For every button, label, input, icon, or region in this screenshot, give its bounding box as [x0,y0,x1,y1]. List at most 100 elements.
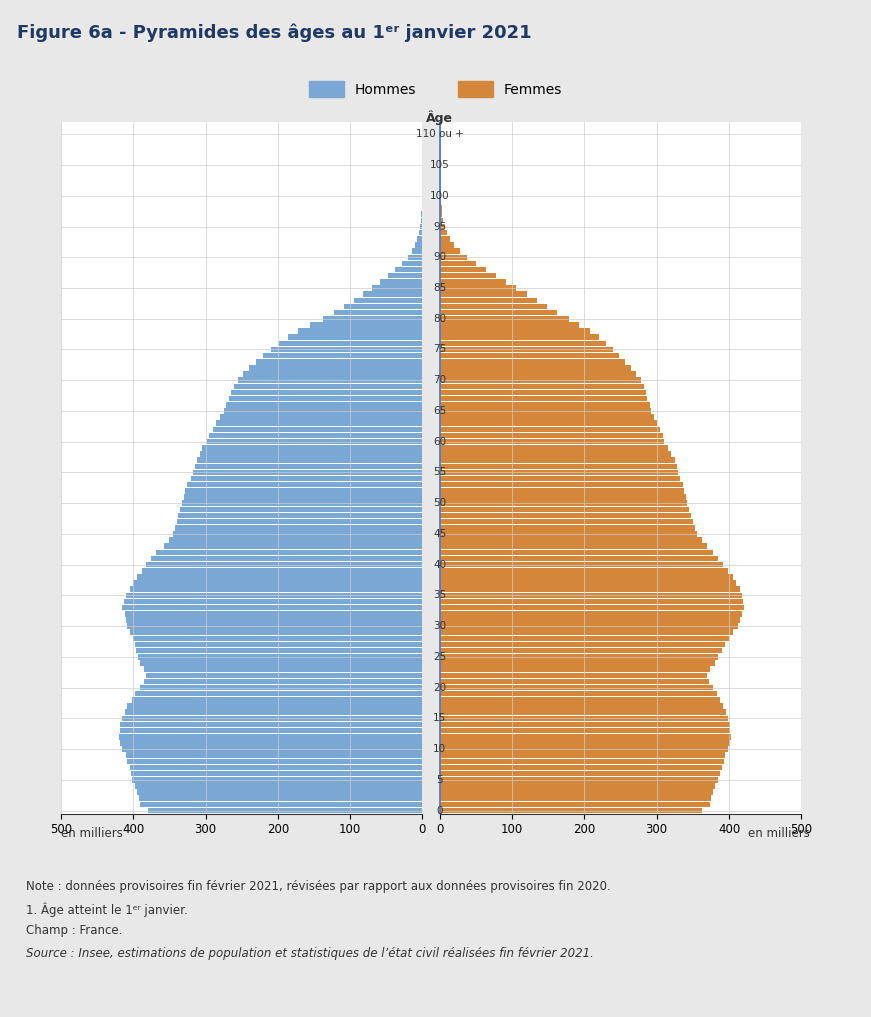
Bar [169,537,422,543]
Bar [133,636,422,641]
Bar [440,740,730,745]
Text: 60: 60 [433,436,447,446]
Text: 30: 30 [433,621,447,632]
Bar [182,500,422,505]
Bar [130,630,422,635]
Bar [440,488,685,493]
Bar [197,458,422,463]
Bar [127,704,422,709]
Bar [440,666,710,672]
Bar [280,341,422,346]
Bar [402,260,422,266]
Bar [127,759,422,764]
Bar [440,801,710,807]
Bar [132,771,422,776]
Bar [164,543,422,549]
Bar [440,684,713,691]
Legend: Hommes, Femmes: Hommes, Femmes [303,75,568,103]
Text: 65: 65 [433,406,447,416]
Text: en milliers: en milliers [61,827,123,840]
Bar [256,359,422,364]
Bar [263,353,422,358]
Bar [440,279,506,285]
Bar [126,617,422,622]
Bar [440,322,578,327]
Bar [440,494,685,499]
Bar [440,414,654,420]
Bar [408,254,422,260]
Bar [440,433,663,438]
Bar [440,746,727,752]
Bar [440,260,476,266]
Bar [440,617,739,622]
Bar [440,341,606,346]
Bar [322,316,422,321]
Bar [440,795,711,801]
Bar [440,771,719,776]
Bar [440,506,689,513]
Bar [440,464,677,469]
Bar [440,396,647,402]
Bar [157,549,422,555]
Bar [440,513,692,519]
Bar [440,476,680,481]
Bar [415,242,422,248]
Bar [440,672,707,678]
Bar [440,543,707,549]
Text: 55: 55 [433,468,447,477]
Bar [440,266,486,273]
Bar [220,414,422,420]
Bar [363,292,422,297]
Bar [234,383,422,390]
Text: 50: 50 [433,498,447,508]
Bar [440,555,719,561]
Bar [180,506,422,513]
Bar [178,513,422,519]
Bar [412,248,422,254]
Bar [142,569,422,574]
Bar [139,795,422,801]
Bar [187,482,422,487]
Bar [380,279,422,285]
Text: Figure 6a - Pyramides des âges au 1ᵉʳ janvier 2021: Figure 6a - Pyramides des âges au 1ᵉʳ ja… [17,23,532,43]
Bar [137,575,422,580]
Text: 100: 100 [430,191,449,200]
Text: 105: 105 [430,160,449,170]
Bar [298,328,422,334]
Bar [421,218,422,223]
Bar [440,365,631,370]
Bar [440,807,702,814]
Bar [419,230,422,236]
Bar [440,734,731,739]
Bar [440,704,723,709]
Bar [440,525,695,531]
Bar [123,605,422,610]
Bar [118,734,422,739]
Text: 15: 15 [433,713,447,723]
Text: 25: 25 [433,652,447,662]
Bar [146,672,422,678]
Bar [127,623,422,629]
Bar [135,783,422,789]
Bar [440,248,460,254]
Bar [440,377,641,383]
Bar [440,470,679,475]
Text: 10: 10 [433,744,447,754]
Bar [184,494,422,499]
Bar [192,470,422,475]
Bar [440,500,687,505]
Bar [440,678,709,684]
Bar [440,722,730,727]
Bar [440,581,736,586]
Bar [440,569,727,574]
Bar [440,236,450,242]
Bar [125,611,422,616]
Bar [372,285,422,291]
Bar [288,335,422,340]
Bar [440,783,714,789]
Text: 90: 90 [433,252,447,262]
Bar [440,636,729,641]
Bar [440,599,744,604]
Bar [440,408,651,414]
Bar [440,353,619,358]
